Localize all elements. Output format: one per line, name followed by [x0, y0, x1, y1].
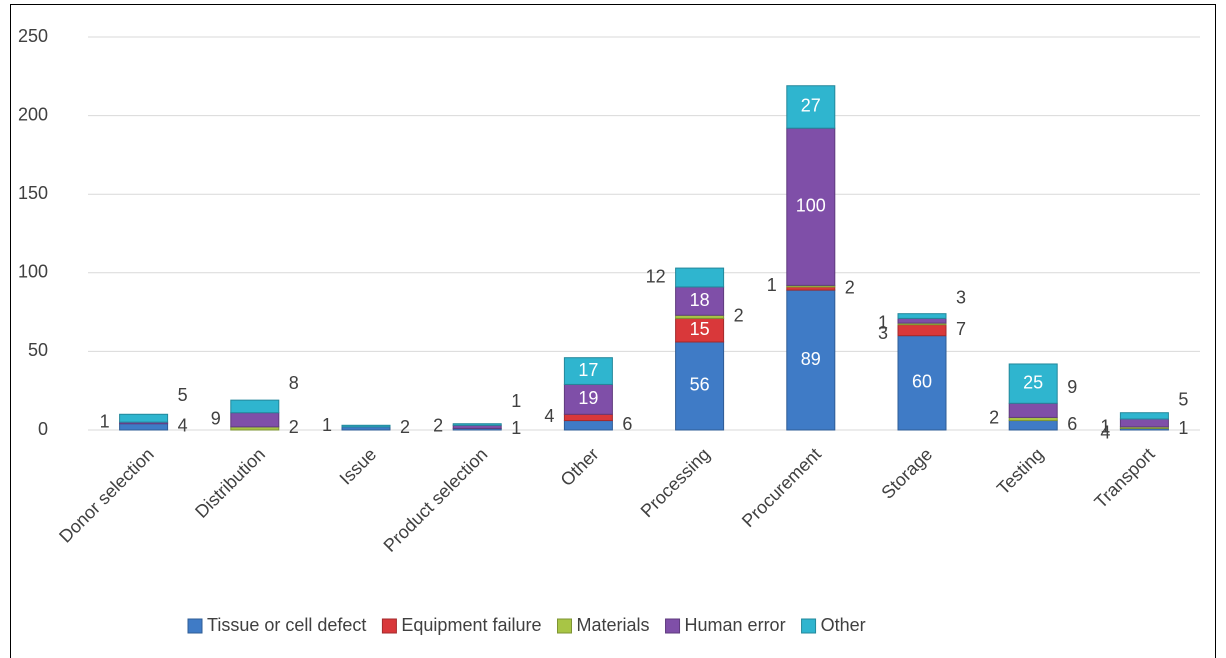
data-label: 2 — [400, 417, 410, 437]
y-tick-label: 50 — [28, 340, 48, 360]
legend-swatch — [557, 618, 572, 634]
legend-swatch — [665, 618, 681, 634]
data-label: 1 — [878, 313, 888, 333]
data-label: 5 — [1178, 390, 1188, 410]
x-tick-label: Issue — [336, 444, 381, 489]
y-tick-label: 200 — [18, 104, 48, 124]
data-label: 3 — [956, 287, 966, 307]
data-label: 2 — [989, 408, 999, 428]
bar-segment — [786, 289, 836, 431]
data-label: 1 — [767, 275, 777, 295]
bar-segment — [786, 85, 836, 129]
bar-segment — [675, 286, 725, 316]
data-label: 2 — [734, 306, 744, 326]
data-label: 56 — [690, 375, 710, 395]
bar-segment — [897, 335, 947, 431]
x-tick-label: Storage — [877, 444, 936, 503]
bar-segment — [675, 341, 725, 431]
data-label: 4 — [544, 406, 554, 426]
bar-segment — [1119, 412, 1169, 420]
data-label: 1 — [1178, 418, 1188, 438]
x-tick-label: Testing — [993, 444, 1047, 498]
data-label: 1 — [1100, 416, 1110, 436]
data-label: 7 — [956, 319, 966, 339]
legend-label: Human error — [685, 615, 786, 635]
bar-segment — [341, 424, 391, 428]
x-tick-label: Product selection — [380, 444, 492, 556]
data-label: 5 — [178, 385, 188, 405]
data-label: 18 — [690, 290, 710, 310]
bar-segment — [230, 412, 280, 428]
y-tick-label: 0 — [38, 419, 48, 439]
bar-segment — [786, 127, 836, 286]
data-label: 12 — [646, 266, 666, 286]
legend-swatch — [187, 618, 203, 634]
data-label: 6 — [622, 414, 632, 434]
x-tick-label: Procurement — [738, 444, 825, 531]
data-label: 25 — [1023, 372, 1043, 392]
bar-segment — [230, 399, 280, 414]
bar-segment — [563, 413, 613, 422]
legend-label: Equipment failure — [401, 615, 541, 635]
data-label: 6 — [1067, 414, 1077, 434]
bar-segment — [563, 357, 613, 385]
x-tick-label: Transport — [1090, 444, 1158, 512]
data-label: 1 — [511, 391, 521, 411]
data-label: 2 — [433, 416, 443, 436]
bar-segment — [675, 267, 725, 288]
x-tick-label: Distribution — [191, 444, 269, 522]
data-label: 1 — [100, 412, 110, 432]
data-label: 3 — [878, 323, 888, 343]
x-tick-label: Donor selection — [55, 444, 158, 547]
data-label: 1 — [511, 418, 521, 438]
bar-segment — [119, 413, 169, 423]
bar-segment — [1008, 402, 1058, 418]
bar-segment — [1119, 418, 1169, 428]
data-label: 9 — [211, 409, 221, 429]
data-label: 100 — [796, 196, 826, 216]
data-label: 15 — [690, 319, 710, 339]
y-tick-label: 250 — [18, 26, 48, 46]
y-tick-label: 150 — [18, 183, 48, 203]
data-label: 4 — [178, 416, 188, 436]
legend-swatch — [801, 618, 817, 634]
data-label: 2 — [289, 417, 299, 437]
data-label: 17 — [578, 360, 598, 380]
data-label: 9 — [1067, 377, 1077, 397]
data-label: 19 — [578, 388, 598, 408]
y-tick-label: 100 — [18, 262, 48, 282]
bar-segment — [1008, 420, 1058, 431]
bar-segment — [1008, 363, 1058, 404]
x-tick-label: Other — [557, 444, 603, 490]
bar-segment — [119, 423, 169, 431]
data-label: 4 — [1100, 423, 1110, 443]
bar-segment — [897, 317, 947, 324]
data-label: 1 — [322, 415, 332, 435]
data-label: 89 — [801, 349, 821, 369]
x-tick-label: Processing — [637, 444, 714, 521]
legend-label: Tissue or cell defect — [207, 615, 366, 635]
legend-label: Materials — [577, 615, 650, 635]
bar-segment — [897, 313, 947, 319]
data-label: 8 — [289, 373, 299, 393]
bar-segment — [897, 324, 947, 337]
data-label: 60 — [912, 372, 932, 392]
data-label: 27 — [801, 96, 821, 116]
bar-segment — [452, 423, 502, 426]
bar-segment — [563, 420, 613, 431]
data-label: 2 — [845, 277, 855, 297]
legend-swatch — [381, 618, 397, 634]
legend-label: Other — [821, 615, 866, 635]
chart-border — [10, 4, 1216, 658]
